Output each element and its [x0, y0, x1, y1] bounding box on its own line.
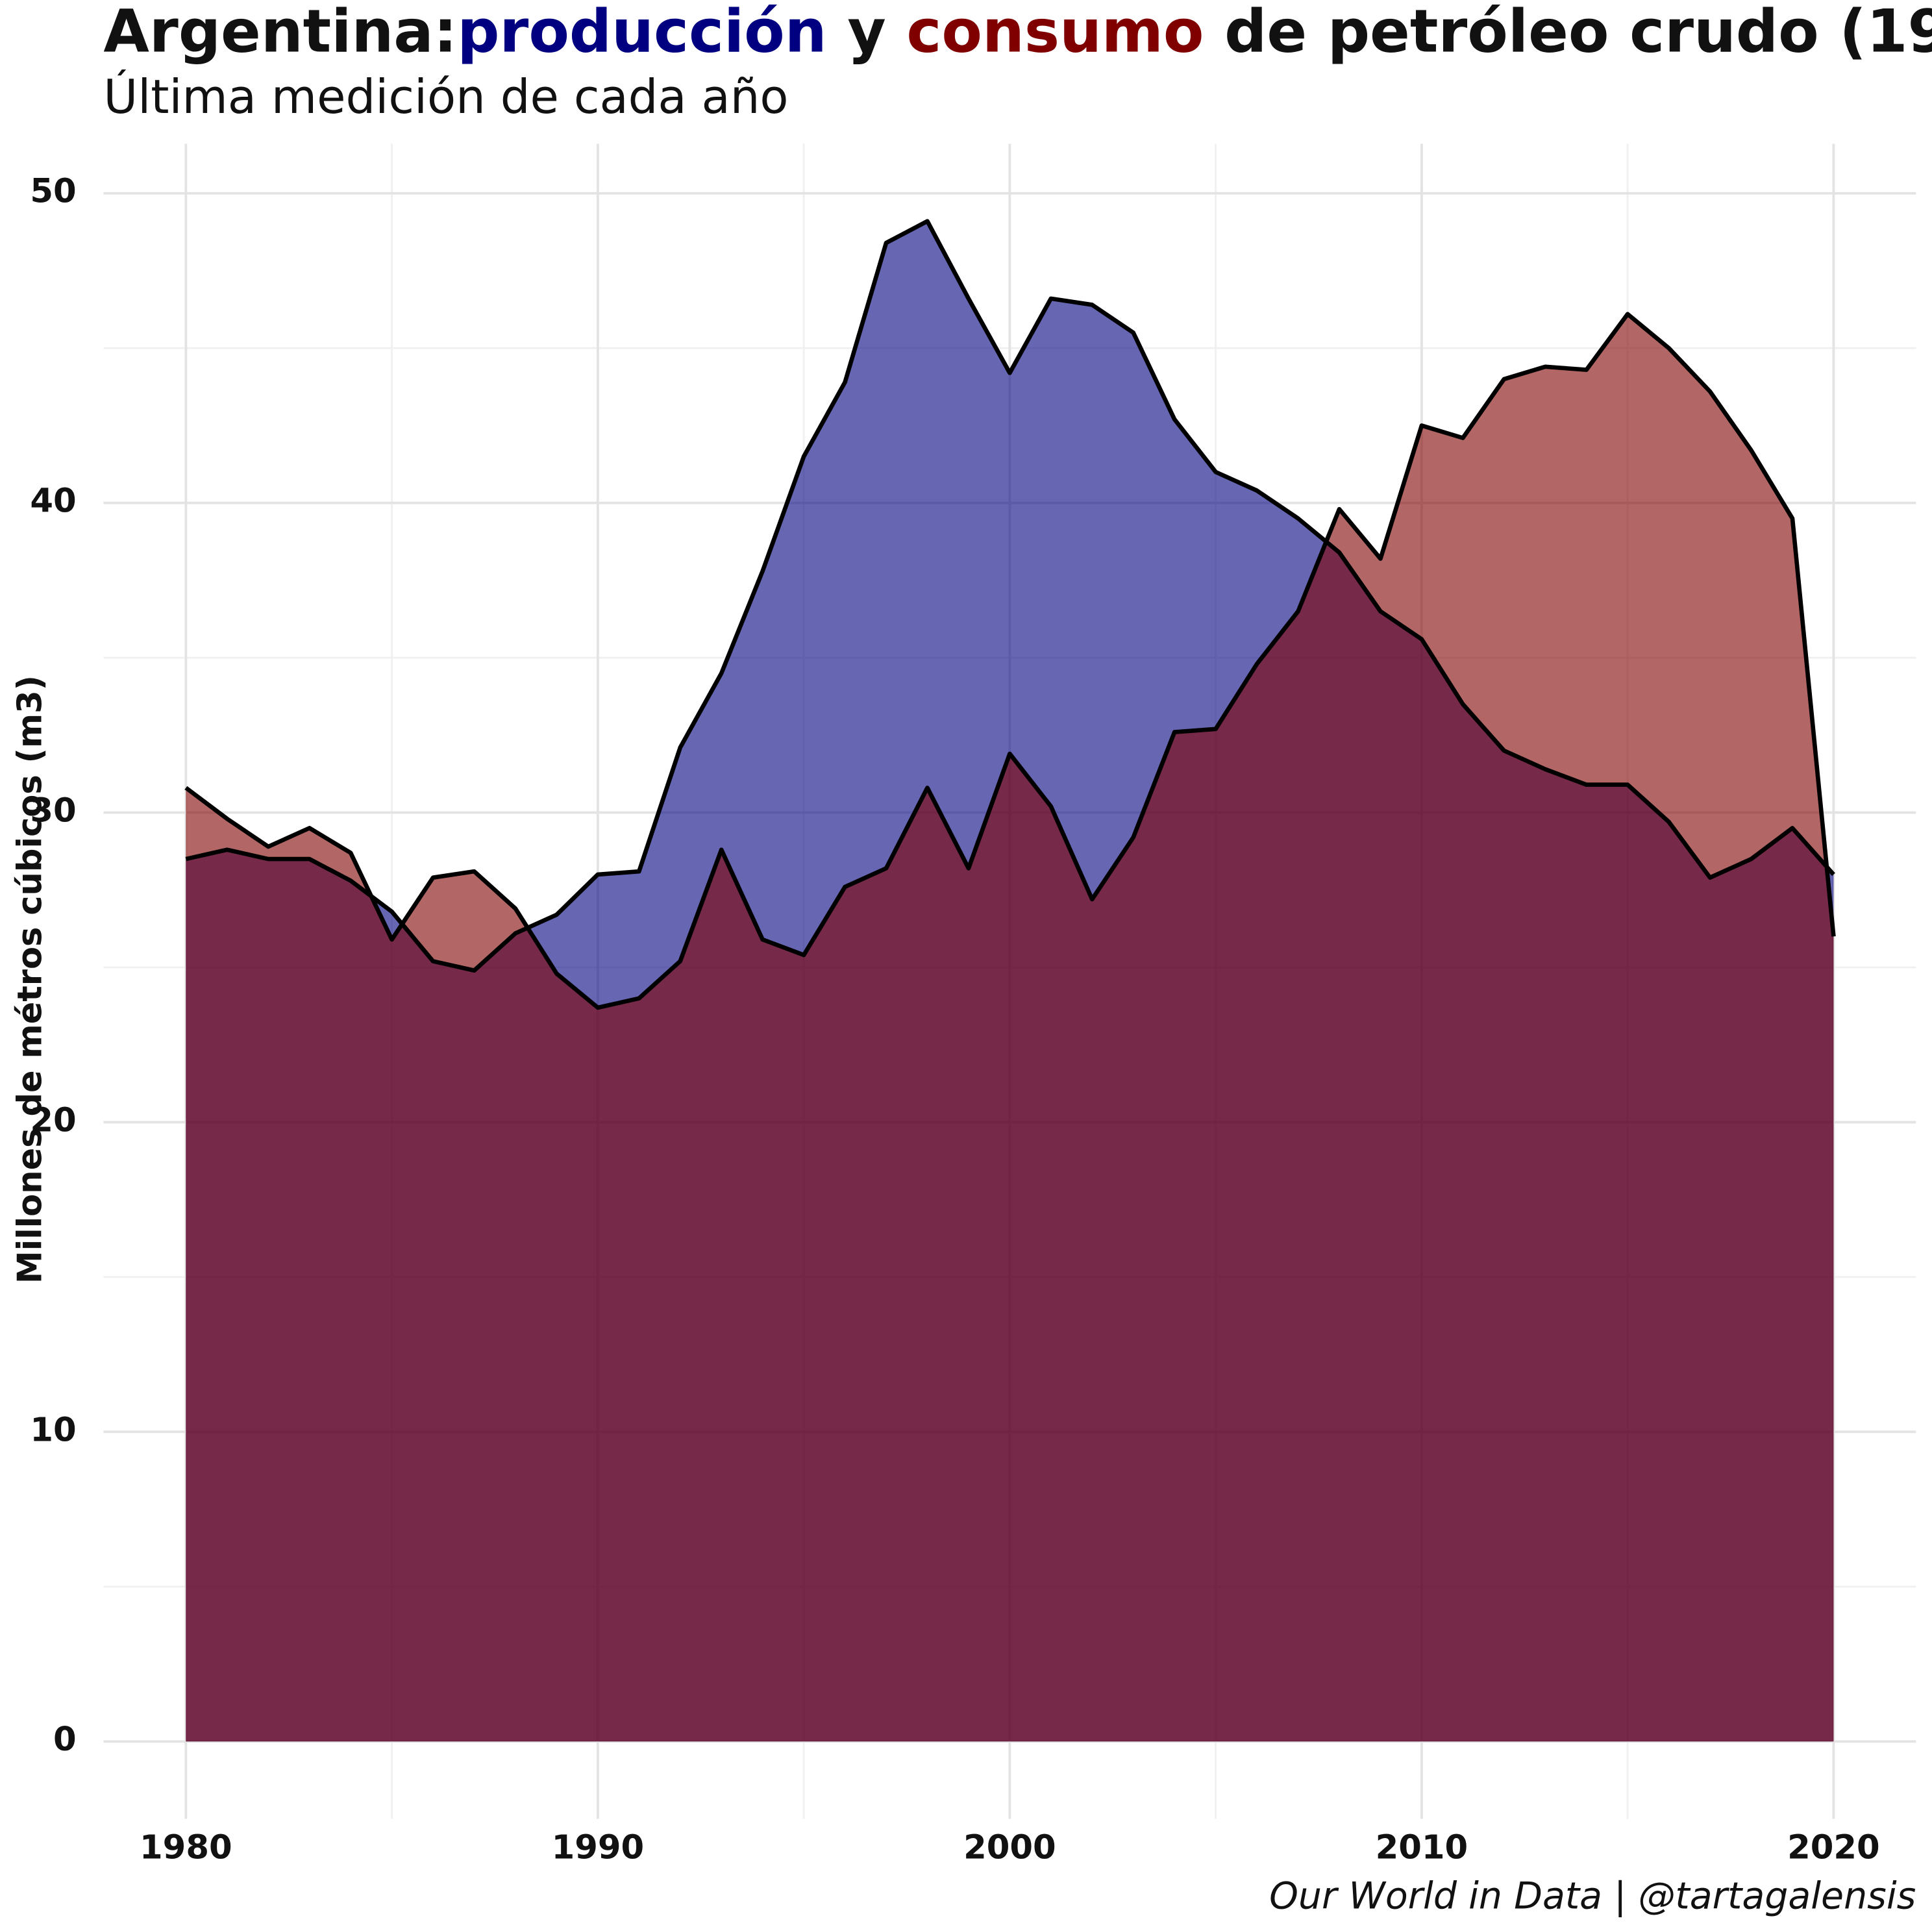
y-axis-label: Millones de métros cúbicos (m3)	[11, 675, 49, 1284]
x-tick-label: 1990	[552, 1829, 645, 1867]
title-part: producción	[457, 0, 826, 66]
title-part: y	[827, 0, 907, 66]
y-tick-label: 20	[30, 1101, 76, 1139]
x-tick-label: 2010	[1376, 1829, 1468, 1867]
title-part: de petróleo crudo (1980-2020)	[1204, 0, 1932, 66]
line	[185, 219, 1835, 973]
y-tick-label: 0	[53, 1721, 77, 1759]
x-tick-label: 1980	[140, 1829, 232, 1867]
line	[184, 312, 1836, 1010]
caption: Our World in Data | @tartagalensis	[1269, 1875, 1916, 1918]
area	[186, 314, 1834, 1742]
chart-title: Argentina:producción y consumo de petról…	[103, 0, 1932, 66]
y-tick-label: 40	[30, 482, 76, 521]
y-tick-label: 50	[30, 173, 76, 211]
title-part: consumo	[906, 0, 1204, 66]
chart-subtitle: Última medición de cada año	[103, 69, 788, 124]
x-tick-label: 2020	[1787, 1829, 1880, 1867]
x-tick-label: 2000	[963, 1829, 1056, 1867]
y-tick-label: 30	[30, 792, 76, 830]
title-part: Argentina:	[103, 0, 457, 66]
plot-area	[184, 219, 1836, 1742]
y-tick-label: 10	[30, 1411, 76, 1449]
